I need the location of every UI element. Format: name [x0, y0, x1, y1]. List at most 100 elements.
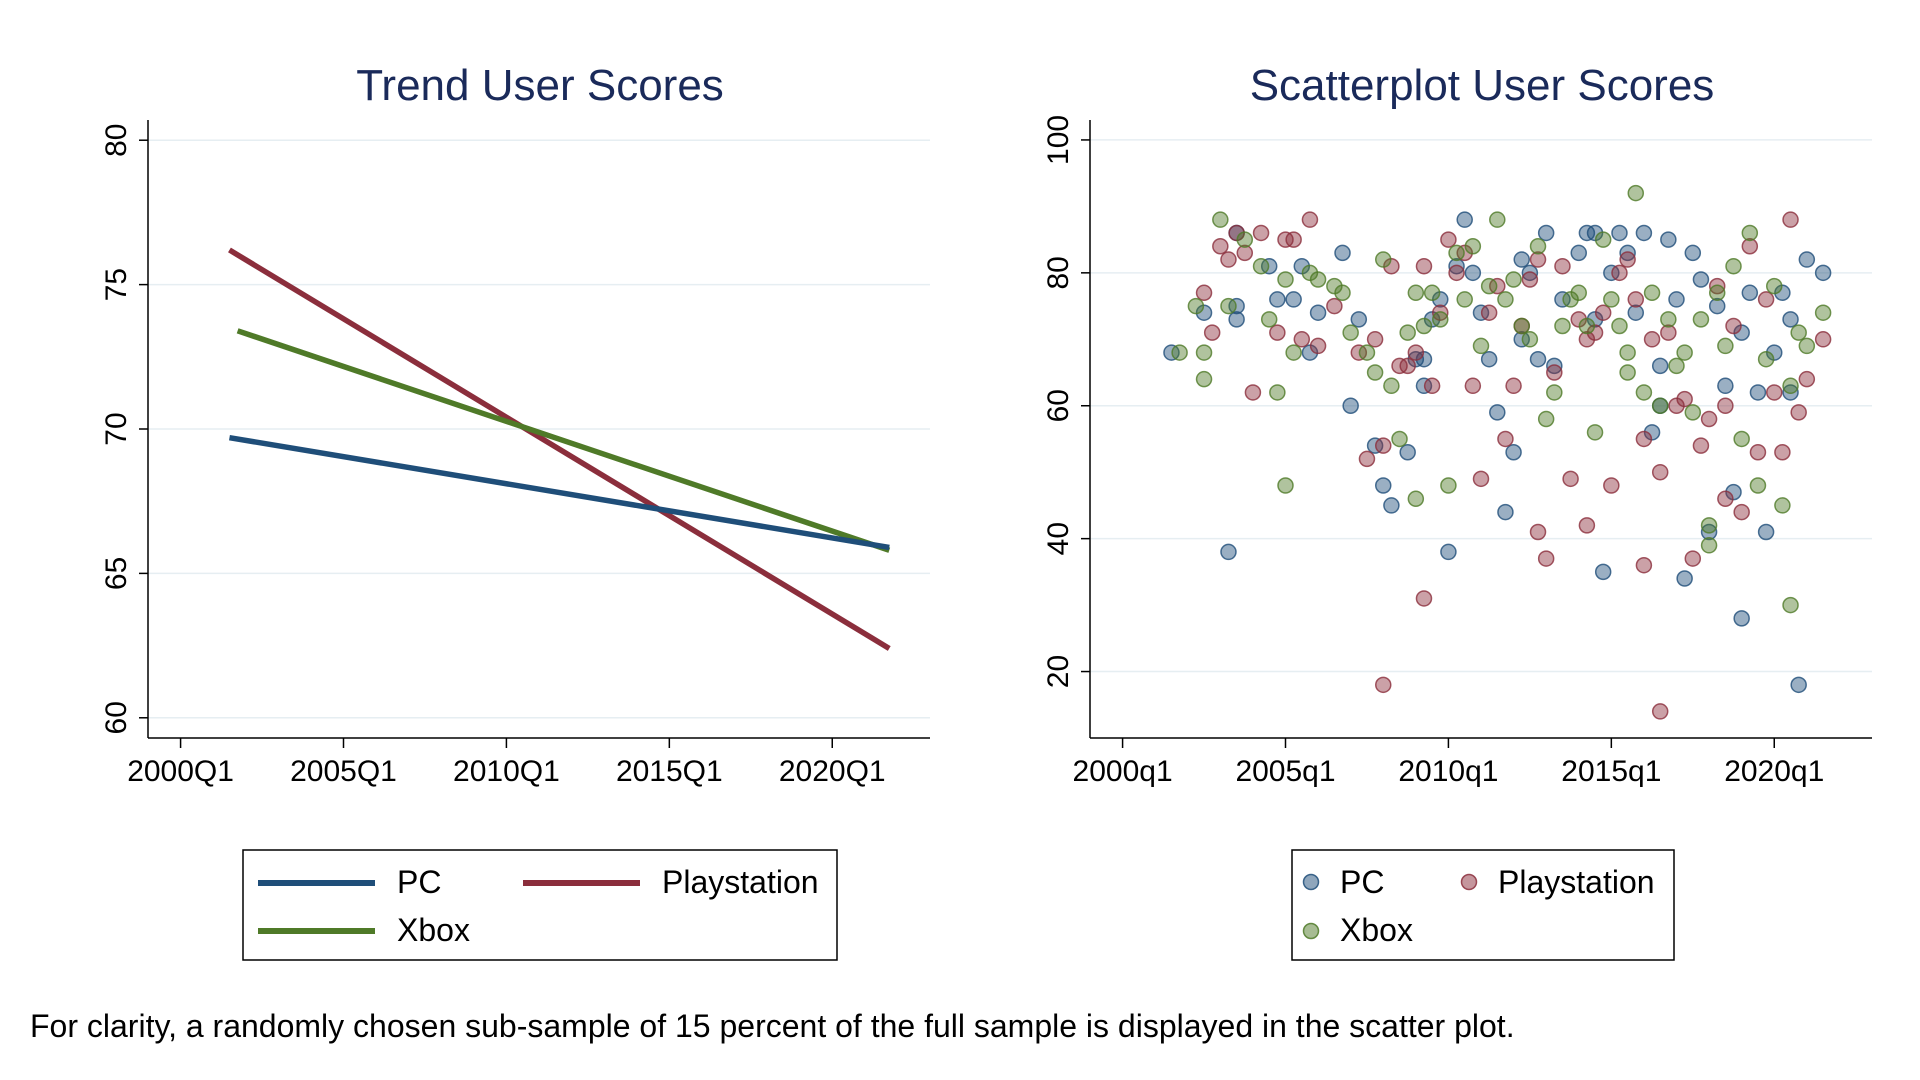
scatter-point-playstation	[1537, 550, 1555, 567]
scatter-point-pc	[1529, 350, 1547, 368]
scatter-point-playstation	[1660, 324, 1677, 341]
scatter-point-playstation	[1285, 231, 1302, 248]
scatter-point-playstation	[1432, 304, 1449, 321]
scatter-point-xbox	[1578, 317, 1596, 335]
trend-chart-gridlines	[148, 139, 930, 719]
scatter-point-playstation	[1546, 364, 1563, 381]
scatter-point-xbox	[1375, 251, 1392, 268]
scatter-point-playstation	[1782, 211, 1799, 228]
scatter-point-playstation	[1741, 238, 1759, 255]
scatter-point-playstation	[1309, 337, 1327, 355]
scatter-point-playstation	[1708, 277, 1726, 295]
scatter-point-xbox	[1432, 311, 1449, 328]
scatter-point-pc	[1220, 543, 1237, 561]
scatter-point-playstation	[1717, 490, 1734, 508]
scatter-point-playstation	[1814, 331, 1832, 348]
scatter-point-xbox	[1546, 384, 1563, 401]
scatter-point-xbox	[1480, 277, 1498, 295]
trend-x-tick-label: 2020Q1	[779, 755, 886, 788]
scatter-point-playstation	[1790, 404, 1807, 421]
trend-x-ticks: 2000Q1 2005Q1 2010Q1 2015Q1 2020Q1	[127, 738, 886, 788]
scatter-point-pc	[1505, 444, 1522, 461]
scatter-point-playstation	[1269, 324, 1286, 341]
trend-y-ticks: 60 65 70 75 80	[100, 124, 148, 734]
scatter-point-xbox	[1635, 384, 1653, 401]
scatter-point-xbox	[1456, 291, 1473, 308]
trend-legend-box	[242, 849, 838, 961]
scatter-point-playstation	[1529, 251, 1547, 268]
scatter-point-pc	[1497, 503, 1514, 521]
scatter-point-xbox	[1757, 350, 1775, 368]
scatter-point-playstation	[1757, 291, 1775, 308]
scatter-point-xbox	[1269, 384, 1286, 401]
trend-line-xbox	[236, 328, 891, 553]
scatter-x-tick-label: 2015q1	[1561, 755, 1661, 788]
scatter-point-pc	[1521, 264, 1539, 282]
scatter-point-playstation	[1423, 377, 1441, 395]
scatter-point-playstation	[1578, 517, 1596, 534]
scatter-point-playstation	[1529, 523, 1547, 541]
scatter-point-xbox	[1643, 284, 1661, 302]
scatter-point-playstation	[1749, 444, 1767, 461]
scatter-point-pc	[1399, 444, 1416, 461]
trend-line-pc	[229, 434, 890, 551]
scatter-point-playstation	[1774, 444, 1791, 461]
scatter-point-xbox	[1774, 497, 1791, 514]
scatter-point-pc	[1627, 304, 1645, 321]
figure-caption: For clarity, a randomly chosen sub-sampl…	[30, 1008, 1515, 1044]
scatter-point-pc	[1611, 224, 1628, 242]
scatter-point-pc	[1668, 291, 1685, 308]
scatter-point-xbox	[1782, 377, 1799, 395]
scatter-point-playstation	[1415, 590, 1433, 607]
scatter-point-xbox	[1285, 344, 1302, 361]
scatter-point-xbox	[1529, 238, 1547, 255]
scatter-point-xbox	[1309, 271, 1327, 288]
scatter-legend-marker-playstation	[1460, 873, 1478, 891]
trend-x-tick-label: 2015Q1	[616, 755, 723, 788]
scatter-point-playstation	[1448, 264, 1465, 282]
scatter-point-playstation	[1651, 703, 1669, 720]
scatter-point-xbox	[1236, 231, 1254, 248]
scatter-y-tick-label: 20	[1042, 655, 1075, 688]
trend-chart-title: Trend User Scores	[356, 61, 724, 110]
scatter-point-xbox	[1627, 184, 1645, 202]
scatter-point-pc	[1733, 610, 1750, 627]
scatter-point-pc	[1782, 311, 1799, 328]
scatter-point-pc	[1489, 404, 1506, 421]
scatter-y-tick-label: 40	[1042, 522, 1075, 555]
scatter-point-xbox	[1440, 477, 1457, 494]
scatter-point-playstation	[1651, 463, 1669, 481]
scatter-point-playstation	[1554, 257, 1571, 275]
scatter-point-xbox	[1708, 284, 1726, 302]
scatter-point-xbox	[1651, 397, 1669, 414]
scatter-point-pc	[1717, 377, 1734, 395]
scatter-point-xbox	[1448, 244, 1465, 262]
trend-line-playstation	[228, 247, 891, 651]
scatter-point-xbox	[1252, 257, 1270, 275]
scatter-point-xbox	[1586, 424, 1604, 441]
scatter-point-pc	[1269, 291, 1286, 308]
scatter-y-tick-label: 60	[1042, 389, 1075, 422]
trend-y-tick-label: 80	[100, 124, 133, 157]
scatter-point-pc	[1546, 357, 1563, 375]
scatter-legend-label-xbox: Xbox	[1340, 912, 1413, 948]
scatter-point-xbox	[1391, 430, 1408, 448]
scatter-point-xbox	[1749, 477, 1767, 494]
scatter-legend-label-pc: PC	[1340, 864, 1384, 900]
scatter-point-xbox	[1603, 291, 1620, 308]
scatter-point-pc	[1790, 676, 1807, 694]
scatter-point-xbox	[1195, 370, 1213, 388]
scatter-point-pc	[1448, 257, 1465, 275]
scatter-legend-marker-pc	[1302, 873, 1320, 891]
scatter-point-playstation	[1733, 503, 1750, 521]
scatter-point-xbox	[1700, 537, 1718, 554]
scatter-chart-axes	[1089, 120, 1872, 739]
scatter-legend-marker-xbox	[1302, 922, 1320, 940]
scatter-point-xbox	[1472, 337, 1490, 355]
scatter-point-xbox	[1212, 211, 1229, 228]
scatter-point-xbox	[1497, 291, 1514, 308]
scatter-point-pc	[1228, 311, 1245, 328]
trend-y-tick-label: 65	[100, 557, 133, 590]
scatter-point-xbox	[1423, 284, 1441, 302]
scatter-point-pc	[1334, 244, 1351, 262]
